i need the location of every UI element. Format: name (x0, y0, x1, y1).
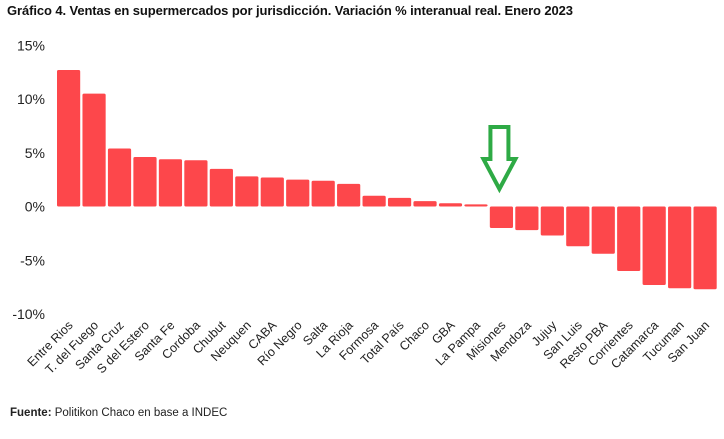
bar (337, 183, 361, 207)
y-tick-label: -10% (12, 306, 45, 322)
bar (540, 206, 564, 236)
bar (642, 206, 666, 285)
bar (107, 148, 132, 207)
bar (57, 69, 81, 207)
bar (515, 206, 539, 231)
y-tick-label: 0% (25, 199, 45, 215)
bar (413, 201, 437, 207)
bar (591, 206, 615, 254)
annotation (480, 125, 519, 194)
y-tick-label: -5% (20, 252, 45, 268)
source-label: Fuente: (10, 407, 52, 419)
bar (260, 177, 284, 207)
bar (438, 203, 463, 207)
bar (617, 206, 641, 271)
bar (133, 157, 157, 207)
y-axis: 15% 10% 5% 0% -5% -10% (12, 37, 45, 322)
bar (362, 195, 386, 207)
source-text: Politikon Chaco en base a INDEC (51, 407, 228, 419)
bar (286, 179, 310, 207)
bar (311, 180, 335, 207)
bar (668, 206, 692, 289)
down-arrow-icon (480, 125, 519, 194)
source-note: Fuente: Politikon Chaco en base a INDEC (10, 407, 227, 419)
chart-title: Gráfico 4. Ventas en supermercados por j… (7, 3, 573, 18)
bar (82, 93, 106, 207)
bar (209, 168, 233, 207)
y-tick-label: 10% (17, 91, 45, 107)
bars (57, 69, 717, 290)
bar (184, 160, 208, 207)
y-tick-label: 15% (17, 37, 45, 53)
bar (489, 206, 514, 228)
bar (566, 206, 590, 247)
bar (158, 159, 183, 207)
y-tick-label: 5% (25, 145, 45, 161)
bar (235, 176, 259, 207)
bar (387, 197, 412, 207)
bar (693, 206, 717, 290)
bar (464, 204, 488, 207)
